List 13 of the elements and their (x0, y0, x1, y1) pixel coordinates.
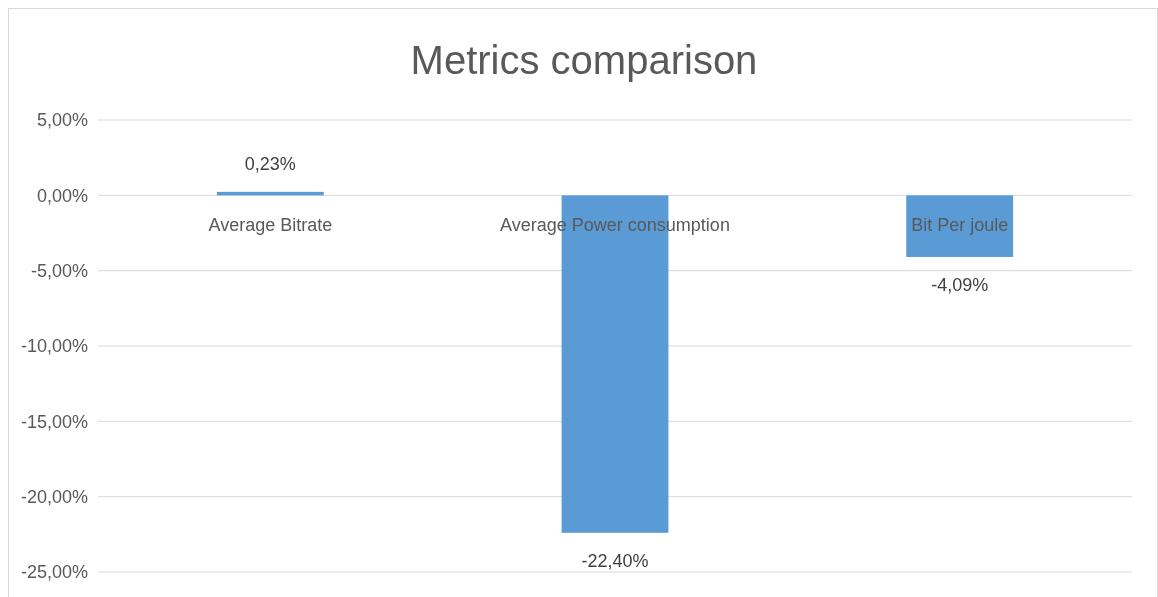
chart-title: Metrics comparison (410, 38, 758, 82)
y-tick-label: 5,00% (36, 110, 88, 131)
y-tick-label: -20,00% (20, 486, 88, 507)
data-label: -22,40% (581, 550, 649, 571)
x-tick-label: Bit Per joule (911, 215, 1009, 236)
y-tick-label: -5,00% (30, 260, 88, 281)
y-tick-label: -10,00% (20, 336, 88, 357)
y-tick-label: -25,00% (20, 562, 88, 583)
x-tick-label: Average Bitrate (208, 215, 333, 236)
data-label: -4,09% (931, 274, 989, 295)
data-label: 0,23% (244, 153, 296, 174)
y-tick-label: -15,00% (20, 411, 88, 432)
y-tick-label: 0,00% (36, 185, 88, 206)
